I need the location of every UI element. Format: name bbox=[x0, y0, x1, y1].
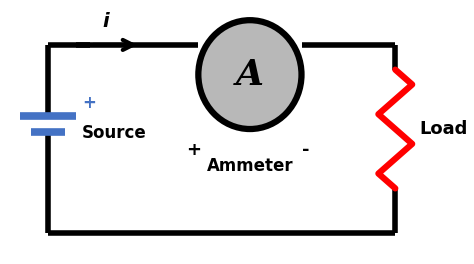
Text: i: i bbox=[103, 12, 109, 31]
Text: +: + bbox=[82, 94, 96, 112]
Text: Load: Load bbox=[419, 120, 468, 138]
Ellipse shape bbox=[198, 20, 301, 129]
Text: Ammeter: Ammeter bbox=[207, 157, 293, 175]
Text: +: + bbox=[186, 141, 201, 159]
Text: Source: Source bbox=[82, 124, 147, 142]
Text: A: A bbox=[236, 58, 264, 92]
Text: -: - bbox=[302, 141, 310, 159]
